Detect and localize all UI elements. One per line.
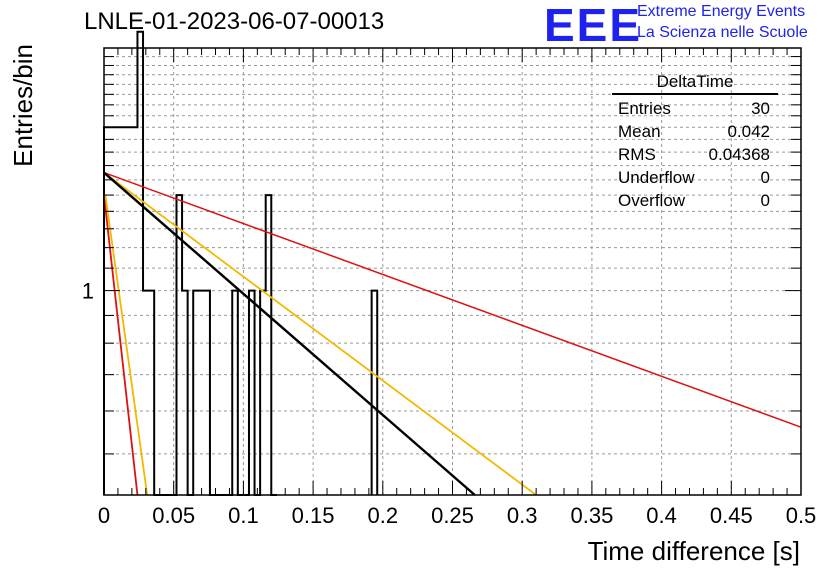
stats-label: Mean [618, 122, 661, 141]
stats-label: Entries [618, 99, 671, 118]
x-tick-label: 0.25 [431, 503, 474, 528]
stats-label: Underflow [618, 168, 695, 187]
x-tick-label: 0.2 [368, 503, 399, 528]
histogram-outline [103, 30, 379, 496]
fit-curves-layer [103, 171, 802, 496]
x-tick-label: 0.45 [710, 503, 753, 528]
eee-logo: EEE [544, 0, 643, 51]
stats-label: RMS [618, 145, 656, 164]
stats-value: 0.042 [727, 122, 770, 141]
x-tick-label: 0.05 [152, 503, 195, 528]
stats-box: DeltaTime Entries 30 Mean 0.042 RMS 0.04… [612, 72, 778, 212]
stats-row-mean: Mean 0.042 [612, 120, 778, 143]
fit-curve [103, 194, 139, 496]
x-axis-label: Time difference [s] [588, 536, 800, 566]
fit-curve [103, 171, 537, 496]
brand-line-2: La Scienza nelle Scuole [637, 24, 808, 41]
stats-value: 30 [751, 99, 770, 118]
stats-value: 0.04368 [708, 145, 770, 164]
fit-curve [103, 171, 802, 428]
fit-curve [103, 171, 476, 496]
x-tick-label: 0.4 [646, 503, 677, 528]
y-axis-label: Entries/bin [8, 44, 38, 167]
axis-ticks [103, 47, 802, 495]
stats-row-rms: RMS 0.04368 [612, 143, 778, 166]
x-tick-label: 0.3 [507, 503, 538, 528]
x-tick-label: 0.5 [786, 503, 817, 528]
grid-layer [104, 47, 801, 495]
x-tick-label: 0.1 [228, 503, 259, 528]
stats-value: 0 [760, 191, 770, 210]
tick-labels: 0 0.05 0.1 0.15 0.2 0.25 0.3 0.35 0.4 0.45 0.5 1 [82, 279, 817, 528]
stats-row-underflow: Underflow 0 [612, 166, 778, 189]
stats-row-entries: Entries 30 [612, 97, 778, 120]
x-tick-label: 0.35 [570, 503, 613, 528]
stats-row-overflow: Overflow 0 [612, 189, 778, 212]
x-tick-label: 0 [98, 503, 110, 528]
y-tick-label: 1 [82, 279, 94, 304]
histogram-layer [103, 30, 379, 496]
chart-title: LNLE-01-2023-06-07-00013 [84, 8, 385, 35]
stats-value: 0 [760, 168, 770, 187]
stats-title: DeltaTime [612, 72, 778, 95]
stats-label: Overflow [618, 191, 686, 210]
fit-curve [104, 194, 149, 496]
x-tick-label: 0.15 [292, 503, 335, 528]
brand-line-1: Extreme Energy Events [637, 3, 806, 20]
